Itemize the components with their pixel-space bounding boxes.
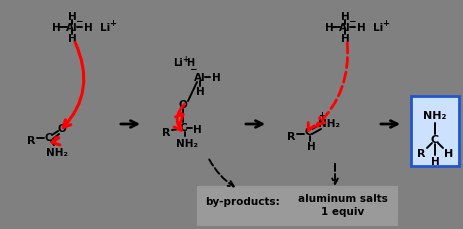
- Text: H: H: [84, 23, 93, 33]
- Text: Al: Al: [339, 23, 351, 33]
- Text: H: H: [341, 34, 350, 44]
- Text: R: R: [287, 131, 295, 141]
- Text: H: H: [196, 87, 204, 97]
- Text: +: +: [319, 111, 325, 120]
- Text: C: C: [431, 134, 439, 144]
- Text: H: H: [186, 58, 194, 68]
- Text: +: +: [110, 18, 117, 27]
- Text: Li: Li: [100, 23, 110, 33]
- Text: Al: Al: [194, 73, 206, 83]
- Text: +: +: [182, 55, 188, 64]
- Text: O: O: [179, 100, 188, 109]
- Text: H: H: [212, 73, 220, 83]
- Text: −: −: [348, 16, 356, 25]
- Text: C: C: [304, 126, 312, 136]
- Text: aluminum salts: aluminum salts: [298, 193, 388, 203]
- Text: H: H: [68, 12, 76, 22]
- Text: R: R: [27, 135, 35, 145]
- Text: Li: Li: [373, 23, 383, 33]
- Text: C: C: [44, 132, 52, 142]
- Text: −: −: [75, 16, 83, 25]
- Text: NH₂: NH₂: [423, 111, 447, 120]
- Text: 1 equiv: 1 equiv: [321, 206, 365, 216]
- Text: +: +: [382, 18, 389, 27]
- Text: H: H: [341, 12, 350, 22]
- Text: H: H: [431, 156, 439, 166]
- Text: C: C: [179, 123, 187, 132]
- Text: by-products:: by-products:: [206, 196, 281, 206]
- Text: NH₂: NH₂: [318, 118, 340, 128]
- FancyBboxPatch shape: [198, 187, 397, 225]
- Text: H: H: [307, 141, 315, 151]
- Text: R: R: [417, 148, 425, 158]
- Text: H: H: [357, 23, 365, 33]
- Text: H: H: [52, 23, 60, 33]
- Text: R: R: [162, 128, 170, 137]
- Text: −: −: [189, 65, 197, 74]
- FancyBboxPatch shape: [411, 97, 459, 166]
- Text: Al: Al: [66, 23, 78, 33]
- Text: H: H: [193, 124, 201, 134]
- Text: NH₂: NH₂: [176, 138, 198, 148]
- Text: Li: Li: [173, 58, 183, 68]
- Text: H: H: [325, 23, 333, 33]
- Text: H: H: [68, 34, 76, 44]
- Text: NH₂: NH₂: [46, 147, 68, 157]
- Text: H: H: [444, 148, 454, 158]
- Text: O: O: [57, 123, 66, 134]
